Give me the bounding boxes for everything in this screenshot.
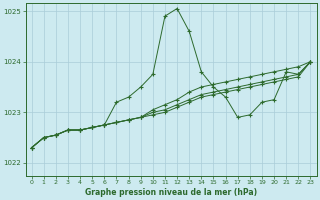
X-axis label: Graphe pression niveau de la mer (hPa): Graphe pression niveau de la mer (hPa) xyxy=(85,188,257,197)
